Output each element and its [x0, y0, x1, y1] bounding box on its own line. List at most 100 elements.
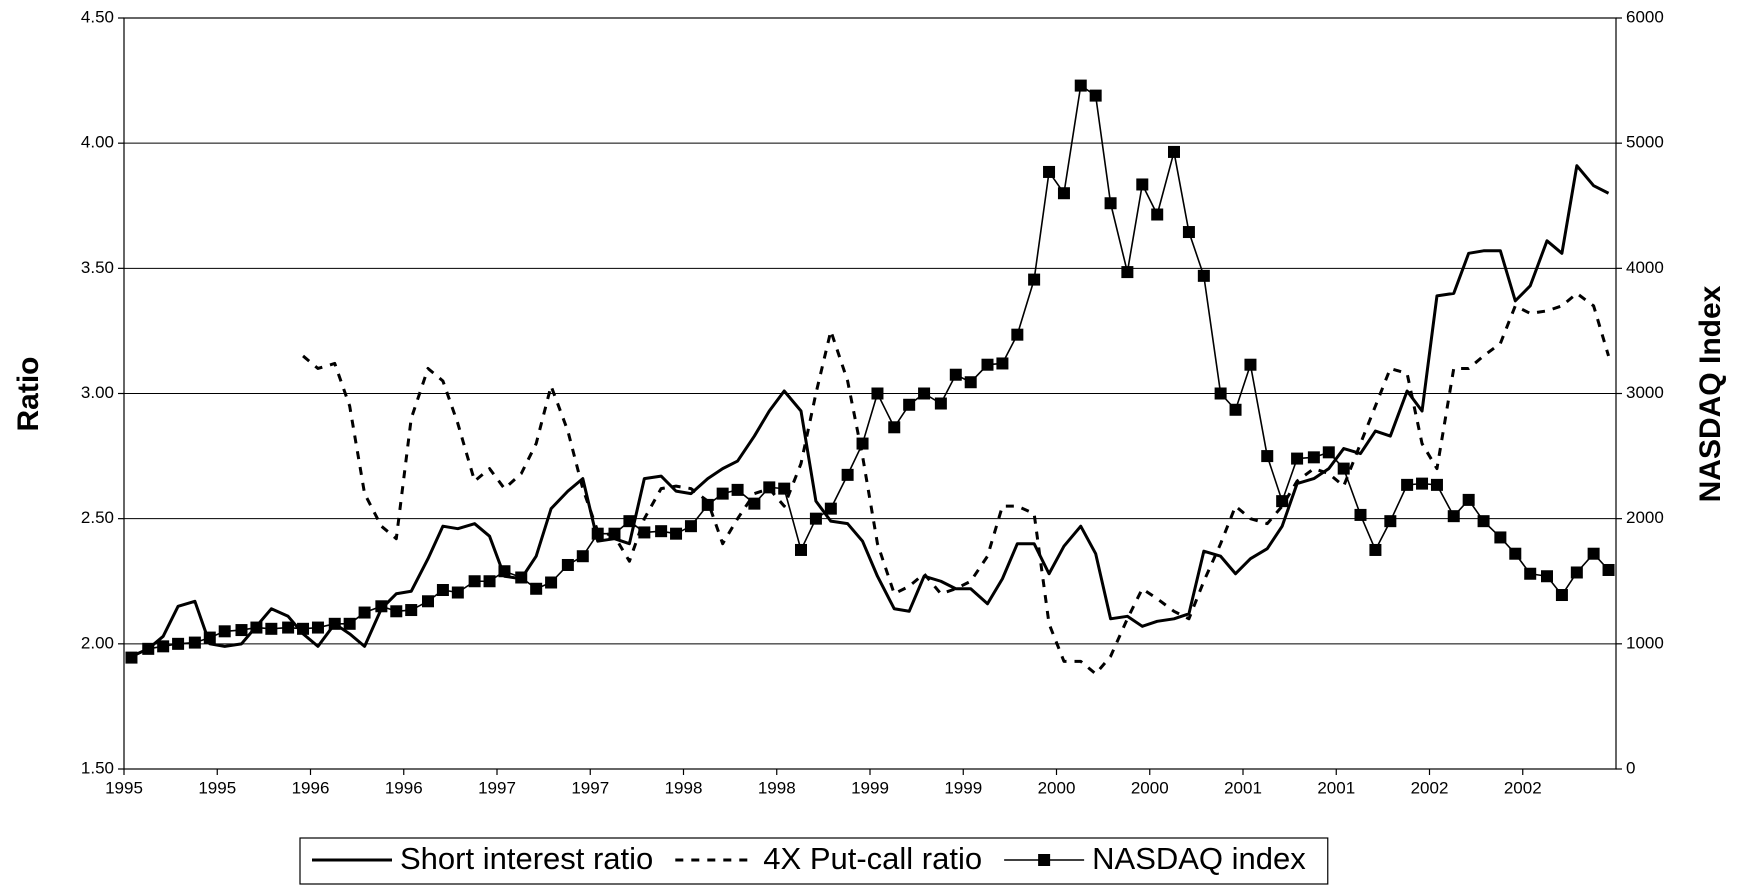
x-tick-label: 1995 [105, 778, 143, 797]
x-tick-label: 1995 [198, 778, 236, 797]
marker [1197, 269, 1210, 282]
x-tick-label: 2002 [1504, 778, 1542, 797]
marker [328, 617, 341, 630]
marker [483, 575, 496, 588]
marker [1587, 547, 1600, 560]
series-line [130, 164, 1610, 658]
marker [701, 498, 714, 511]
marker [1074, 79, 1087, 92]
marker [716, 487, 729, 500]
marker [996, 357, 1009, 370]
plot-frame [123, 17, 1617, 770]
marker [203, 631, 216, 644]
marker [1261, 450, 1274, 463]
y-tick-label: 2.50 [81, 508, 114, 527]
marker [1524, 567, 1537, 580]
y2-tick-label: 6000 [1626, 7, 1664, 26]
marker [390, 605, 403, 618]
marker [638, 526, 651, 539]
x-tick-label: 2000 [1131, 778, 1169, 797]
marker [576, 550, 589, 563]
marker [670, 527, 683, 540]
marker [1354, 508, 1367, 521]
x-tick-label: 1997 [571, 778, 609, 797]
marker [1416, 477, 1429, 490]
marker [451, 586, 464, 599]
marker [856, 437, 869, 450]
marker [1322, 446, 1335, 459]
marker [1494, 531, 1507, 544]
y-tick-label: 3.00 [81, 383, 114, 402]
y-tick-label: 1.50 [81, 758, 114, 777]
marker [949, 368, 962, 381]
marker [297, 622, 310, 635]
marker [125, 651, 138, 664]
legend-label: Short interest ratio [400, 841, 653, 876]
marker [591, 527, 604, 540]
marker [918, 387, 931, 400]
marker [1337, 462, 1350, 475]
x-tick-label: 2002 [1411, 778, 1449, 797]
marker [824, 502, 837, 515]
marker [235, 624, 248, 637]
marker [1151, 208, 1164, 221]
marker [1043, 165, 1056, 178]
x-tick-label: 1999 [944, 778, 982, 797]
marker [1307, 451, 1320, 464]
y2-tick-label: 3000 [1626, 383, 1664, 402]
marker [1104, 197, 1117, 210]
marker [871, 387, 884, 400]
plot-area [125, 79, 1615, 676]
marker [530, 582, 543, 595]
marker [684, 520, 697, 533]
y-tick-label: 4.50 [81, 7, 114, 26]
marker [545, 576, 558, 589]
marker [218, 625, 231, 638]
x-tick-label: 1998 [665, 778, 703, 797]
marker [1570, 566, 1583, 579]
marker [172, 637, 185, 650]
marker [436, 584, 449, 597]
x-tick-label: 1996 [292, 778, 330, 797]
marker [1136, 178, 1149, 191]
marker [934, 397, 947, 410]
marker [964, 376, 977, 389]
marker [142, 642, 155, 655]
marker [1089, 89, 1102, 102]
marker [1462, 493, 1475, 506]
marker [1011, 328, 1024, 341]
marker [1540, 570, 1553, 583]
marker [498, 565, 511, 578]
marker [1121, 266, 1134, 279]
marker [375, 600, 388, 613]
marker [778, 482, 791, 495]
marker [1384, 515, 1397, 528]
y-tick-label: 2.00 [81, 633, 114, 652]
x-tick-label: 1998 [758, 778, 796, 797]
marker [1430, 478, 1443, 491]
marker [358, 606, 371, 619]
marker [1291, 452, 1304, 465]
marker [1369, 543, 1382, 556]
marker [841, 468, 854, 481]
marker [265, 622, 278, 635]
marker [731, 483, 744, 496]
marker [250, 621, 263, 634]
x-tick-label: 2001 [1317, 778, 1355, 797]
marker [623, 515, 636, 528]
x-tick-label: 2000 [1038, 778, 1076, 797]
legend-box [299, 837, 1329, 885]
marker [763, 481, 776, 494]
marker [809, 512, 822, 525]
x-tick-label: 1999 [851, 778, 889, 797]
legend-label: NASDAQ index [1092, 841, 1306, 876]
marker [1167, 145, 1180, 158]
marker [311, 621, 324, 634]
marker [1602, 563, 1615, 576]
marker [157, 640, 170, 653]
legend: Short interest ratio 4X Put-call ratio NAS… [299, 837, 1329, 885]
grid: 1.50 2.00 2.50 3.00 3.50 4.00 4.50 0 1000 2000 300… [81, 7, 1664, 797]
marker [421, 595, 434, 608]
